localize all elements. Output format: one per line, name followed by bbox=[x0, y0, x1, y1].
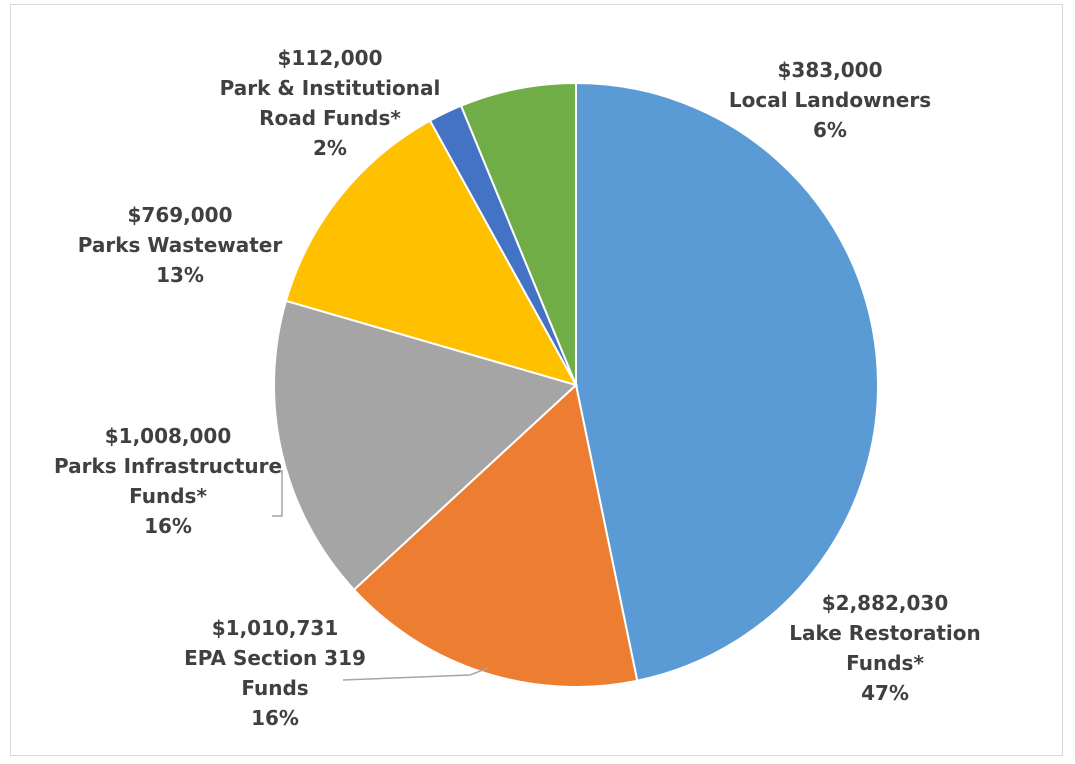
leader-line-epa-section-319 bbox=[342, 667, 489, 681]
data-label-park-institutional-road: $112,000 Park & Institutional Road Funds* 2… bbox=[220, 46, 441, 160]
pie-slice-lake-restoration bbox=[575, 81, 880, 682]
pie-slice-epa-section-319 bbox=[352, 383, 639, 688]
leader-line-parks-infrastructure bbox=[272, 470, 283, 517]
pie-slice-parks-infrastructure bbox=[272, 299, 578, 592]
data-label-local-landowners: $383,000 Local Landowners 6% bbox=[729, 58, 931, 142]
data-label-lake-restoration: $2,882,030 Lake Restoration Funds* 47% bbox=[789, 591, 980, 705]
data-label-parks-wastewater: $769,000 Parks Wastewater 13% bbox=[78, 203, 283, 287]
pie-slice-parks-wastewater bbox=[284, 119, 579, 387]
data-label-parks-infrastructure: $1,008,000 Parks Infrastructure Funds* 16% bbox=[54, 424, 282, 538]
data-label-epa-section-319: $1,010,731 EPA Section 319 Funds 16% bbox=[184, 616, 366, 730]
pie-slice-local-landowners bbox=[459, 81, 577, 386]
leader-lines bbox=[272, 470, 489, 681]
data-labels: $2,882,030 Lake Restoration Funds* 47% $1,01… bbox=[54, 46, 981, 730]
pie-slices bbox=[272, 81, 880, 688]
